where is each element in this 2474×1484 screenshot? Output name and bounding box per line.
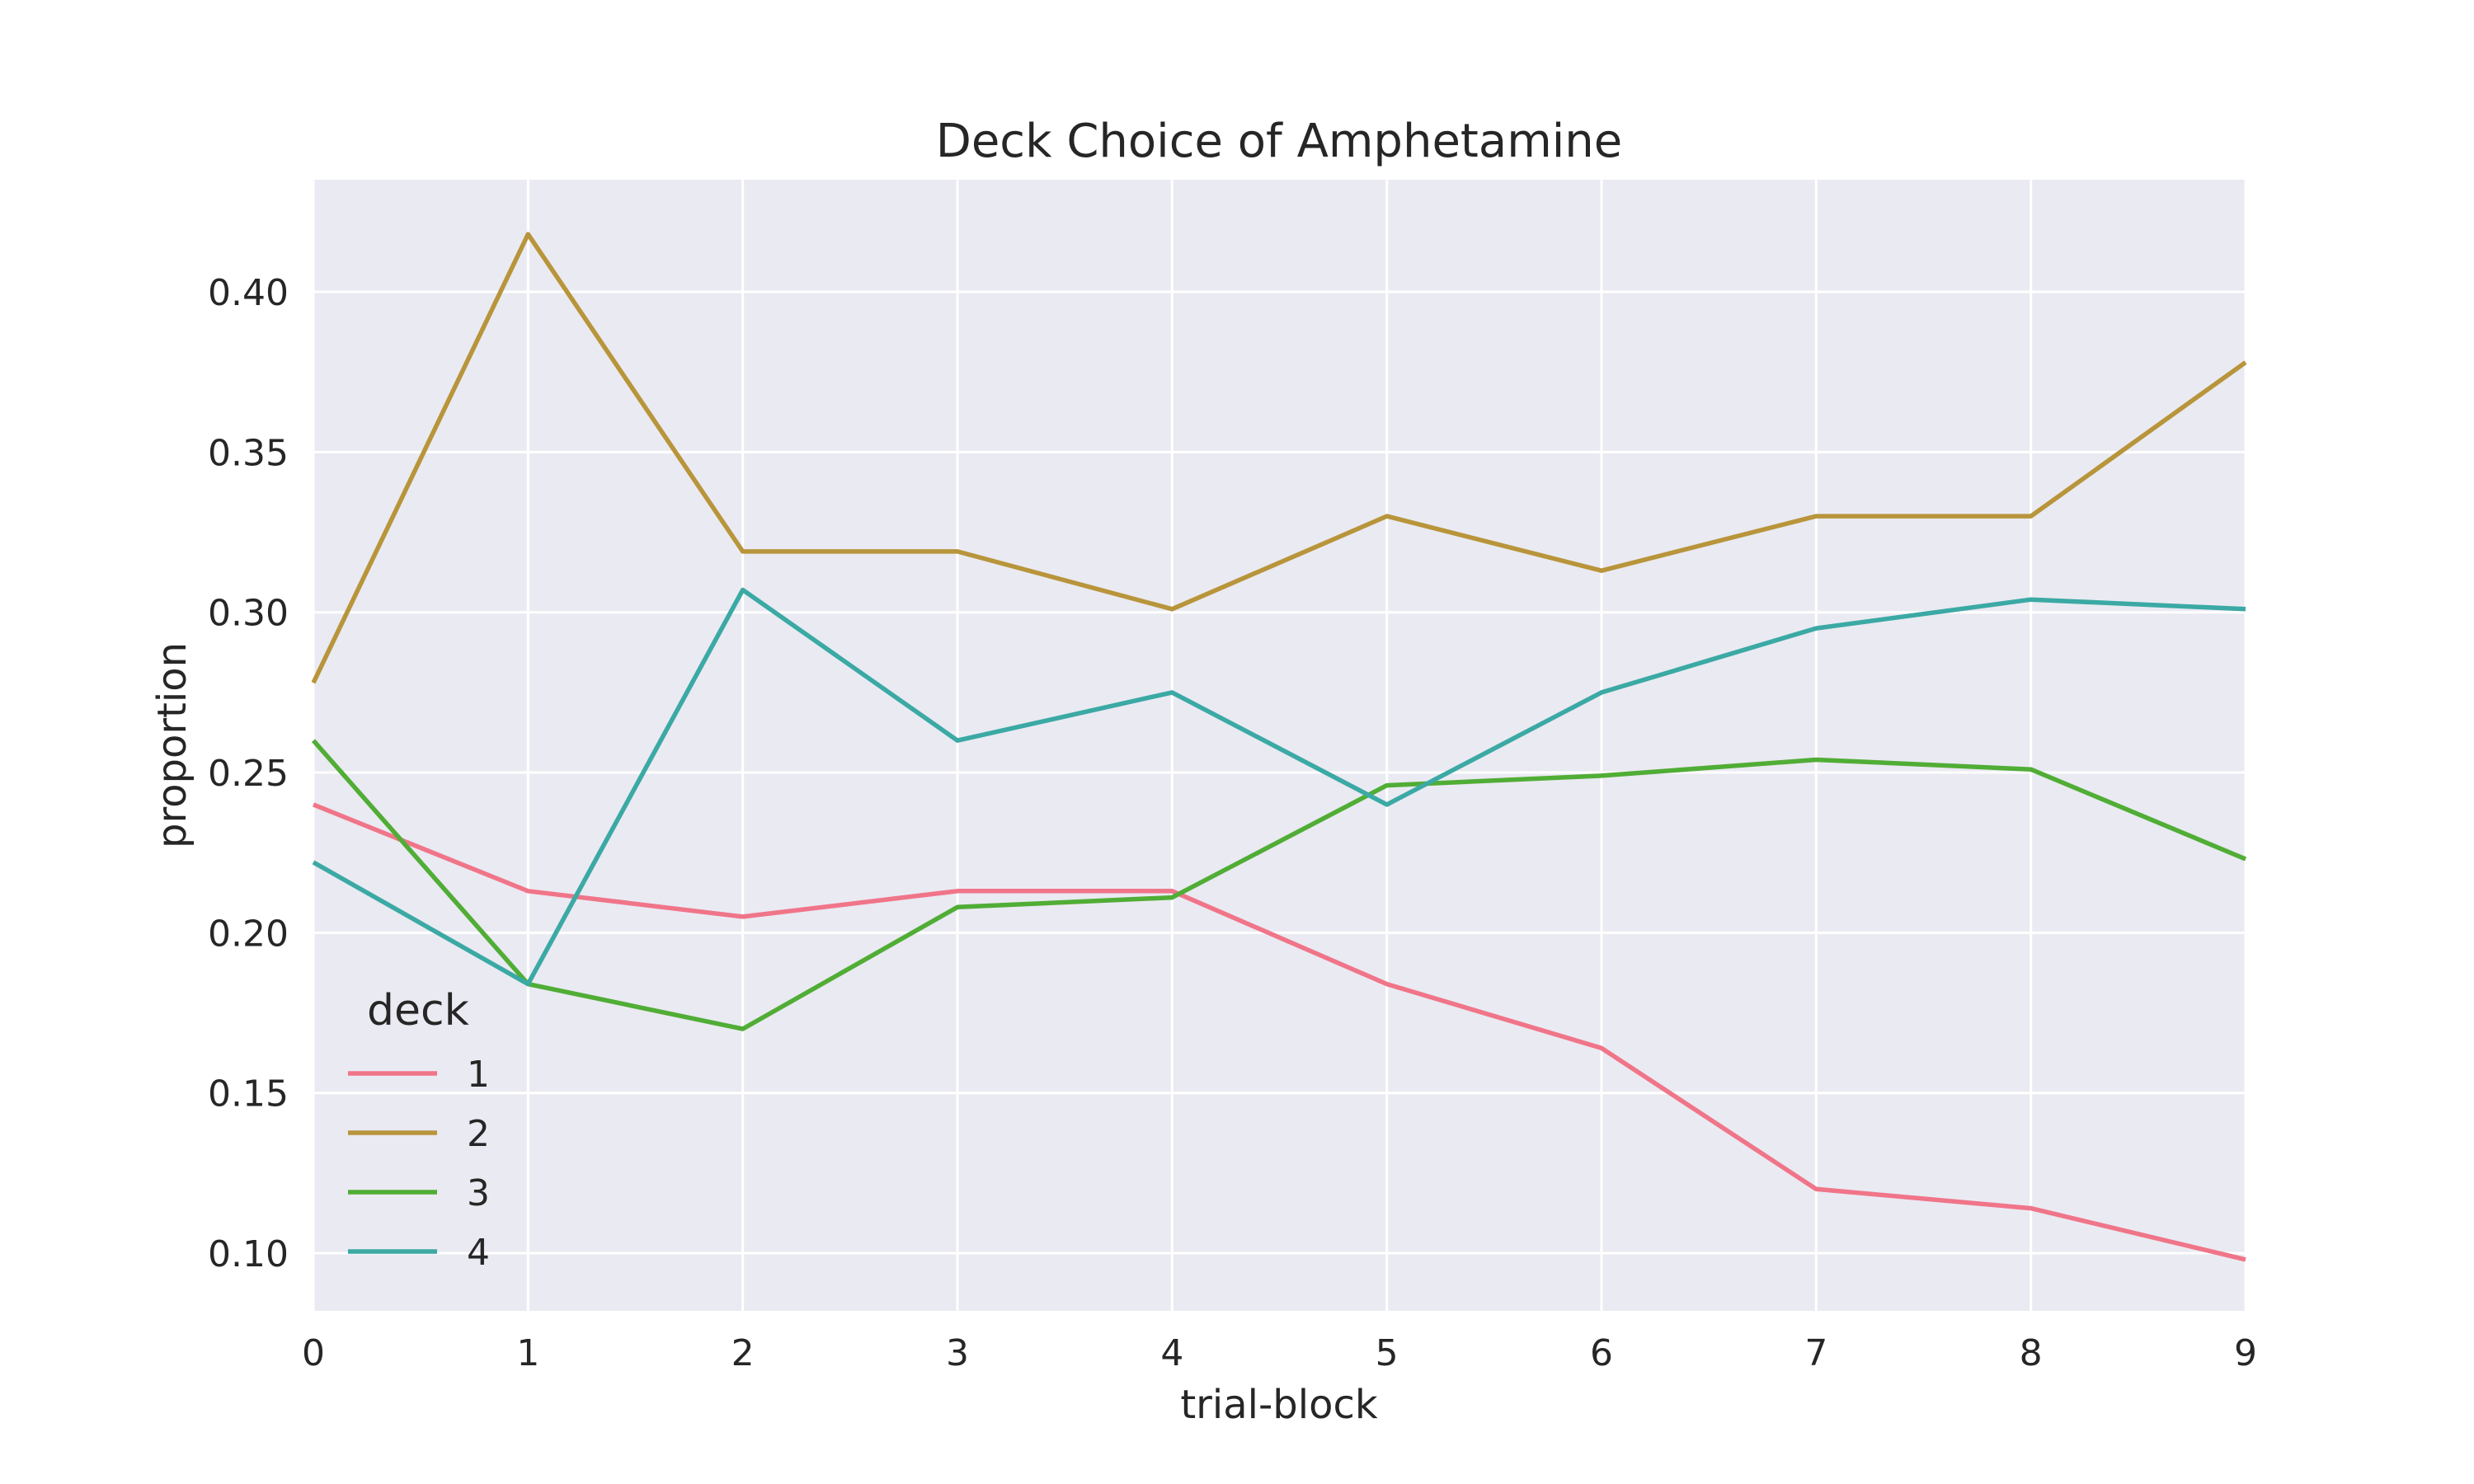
series-line-deck-1: [312, 802, 2246, 1262]
x-tick-label: 0: [302, 1332, 325, 1374]
y-tick-label: 0.40: [208, 272, 289, 314]
x-tick-label: 6: [1590, 1332, 1613, 1374]
series-line-deck-2: [311, 232, 2247, 684]
y-tick-label: 0.30: [208, 593, 289, 635]
y-tick-label: 0.25: [208, 753, 289, 795]
y-tick-label: 0.10: [208, 1233, 289, 1275]
x-axis-label: trial-block: [1180, 1382, 1378, 1428]
legend-title: deck: [367, 986, 469, 1036]
x-tick-label: 8: [2020, 1332, 2043, 1374]
x-tick-label: 5: [1376, 1332, 1399, 1374]
y-axis-label: proportion: [149, 642, 195, 848]
x-tick-label: 9: [2234, 1332, 2257, 1374]
legend-item-deck-2: 2: [348, 1113, 490, 1155]
series-line-deck-3: [311, 739, 2247, 1031]
y-tick-label: 0.20: [208, 913, 289, 955]
legend-item-deck-4: 4: [348, 1232, 490, 1274]
y-tick-label: 0.35: [208, 432, 289, 474]
x-tick-label: 2: [731, 1332, 755, 1374]
legend-label: 1: [467, 1054, 490, 1096]
x-tick-label: 1: [516, 1332, 539, 1374]
grid-lines: [312, 180, 2247, 1311]
legend-item-deck-1: 1: [348, 1054, 490, 1096]
legend-label: 2: [467, 1113, 490, 1155]
y-tick-label: 0.15: [208, 1073, 289, 1115]
plot-background: [313, 180, 2246, 1311]
x-tick-label: 4: [1160, 1332, 1183, 1374]
x-tick-labels: 0 1 2 3 4 5 6 7 8 9: [302, 1332, 2257, 1374]
series-lines: [311, 232, 2247, 1262]
legend-item-deck-3: 3: [348, 1172, 490, 1214]
y-tick-labels: 0.10 0.15 0.20 0.25 0.30 0.35 0.40: [208, 272, 289, 1275]
chart-title: Deck Choice of Amphetamine: [936, 115, 1623, 168]
x-tick-label: 7: [1804, 1332, 1827, 1374]
x-tick-label: 3: [946, 1332, 969, 1374]
legend: deck 1 2 3 4: [348, 986, 490, 1274]
legend-label: 3: [467, 1172, 490, 1214]
series-line-deck-4: [312, 587, 2246, 987]
legend-label: 4: [467, 1232, 490, 1274]
